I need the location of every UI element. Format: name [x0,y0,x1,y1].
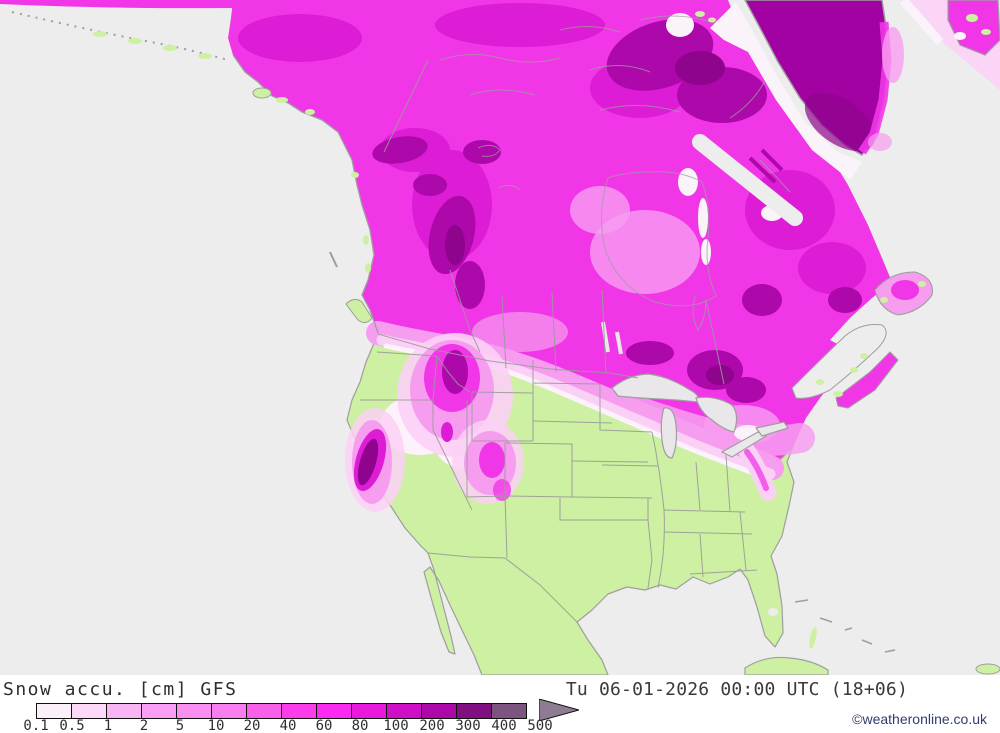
map-canvas [0,0,1000,676]
purple-snow-blobs [372,19,862,403]
scale-label-20: 20 [243,718,261,733]
hudson-strait [692,134,803,226]
weather-map [0,0,1000,676]
western-us-snow [345,333,777,512]
scale-box-60 [316,703,352,719]
copyright-link[interactable]: ©weatheronline.co.uk [852,711,987,727]
scale-label-500: 500 [527,718,553,733]
bering-snow-strip [0,0,233,9]
southeast-islands [744,599,1000,676]
iceland [899,0,1000,90]
legend-bar: Snow accu. [cm] GFS Tu 06-01-2026 00:00 … [0,675,1000,733]
scale-label-300: 300 [455,718,481,733]
aleutian-islands [11,11,272,99]
davis-strait-ice [710,2,862,180]
vancouver-island [329,251,373,324]
scale-box-200 [421,703,457,719]
color-scale-boxes [36,703,527,719]
lake-huron [695,396,738,433]
scale-box-40 [281,703,317,719]
scale-box-0.5 [71,703,107,719]
scale-label-80: 80 [351,718,369,733]
coastal-green-flecks [276,11,868,397]
lake-michigan [660,407,678,459]
scale-label-1: 1 [103,718,113,733]
valid-datetime: Tu 06-01-2026 00:00 UTC (18+06) [565,679,908,700]
scale-box-2 [141,703,177,719]
scale-label-40: 40 [279,718,297,733]
scale-label-2: 2 [139,718,149,733]
scale-box-80 [351,703,387,719]
lake-superior [611,373,699,403]
scale-label-0.1: 0.1 [23,718,49,733]
scale-label-200: 200 [419,718,445,733]
cuba [744,656,829,676]
lake-erie [720,431,768,458]
scale-box-400 [491,703,527,719]
greenland [744,0,904,156]
scale-box-5 [176,703,212,719]
scale-label-0.5: 0.5 [59,718,85,733]
scale-box-100 [386,703,422,719]
scale-box-300 [456,703,492,719]
color-scale-arrow [539,699,579,721]
lake-ontario [754,421,789,437]
ungava-snow-streaks [748,148,784,184]
scale-box-10 [211,703,247,719]
gulf-of-st-lawrence [791,324,887,399]
great-lakes [611,373,789,459]
state-borders [360,59,758,623]
scale-label-10: 10 [207,718,225,733]
hudson-bay-open-water [666,13,783,265]
scale-label-60: 60 [315,718,333,733]
dark-snow-cores [445,51,734,385]
nova-scotia [835,351,899,409]
scale-label-5: 5 [175,718,185,733]
scale-box-1 [106,703,142,719]
scale-label-100: 100 [383,718,409,733]
scale-label-400: 400 [491,718,517,733]
scale-box-0.1 [36,703,72,719]
color-scale-labels: 0.1 0.5 1 2 5 10 20 40 60 80 100 200 300 400 500 [0,718,1000,733]
scale-box-20 [246,703,282,719]
map-title: Snow accu. [cm] GFS [3,679,238,700]
newfoundland [874,271,933,316]
